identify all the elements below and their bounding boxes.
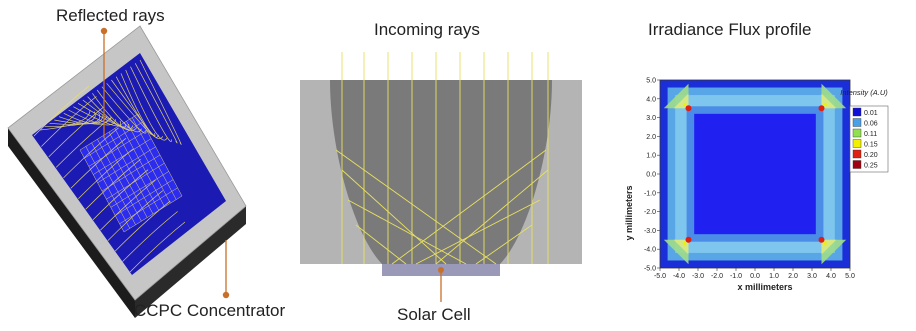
irradiance-flux-plot: 5.0 4.0 3.0 2.0 1.0 0.0 -1.0 -2.0 -3.0 -4.0 -5.0-5…: [624, 78, 889, 292]
y-tick-label: 4.0: [646, 96, 656, 103]
concentrator-cavity-section: [330, 80, 552, 264]
y-tick-label: -3.0: [644, 228, 656, 235]
legend-value: 0.20: [864, 152, 878, 159]
x-tick-label: -2.0: [711, 273, 723, 280]
x-tick-label: 1.0: [769, 273, 779, 280]
right-panel: Irradiance Flux profile 5.0 4.0 3.0 2.0 1.0 0…: [588, 0, 916, 331]
x-tick-label: 3.0: [807, 273, 817, 280]
y-tick-label: -2.0: [644, 209, 656, 216]
ccpc-concentrator-illustration: [7, 25, 247, 318]
legend-swatch: [852, 118, 862, 127]
reflected-rays-leader: [100, 27, 230, 299]
legend-value: 0.06: [864, 121, 878, 128]
ccpc-concentrator-label: CCPC Concentrator: [134, 301, 286, 320]
x-tick-label: -1.0: [730, 273, 742, 280]
incoming-rays: [335, 52, 549, 265]
intensity-legend: 0.01 0.06 0.11 0.15 0.20 0.25: [849, 105, 889, 173]
y-tick-label: -1.0: [644, 190, 656, 197]
hot-spot: [685, 105, 692, 112]
y-tick-label: -4.0: [644, 247, 656, 254]
cell-region: [694, 113, 816, 235]
concentrator-side-left: [8, 128, 135, 318]
y-tick-label: -5.0: [644, 266, 656, 273]
left-panel: Reflected rays CCPC Concentrator: [0, 0, 300, 331]
y-tick-label: 3.0: [646, 115, 656, 122]
reflected-rays-label: Reflected rays: [56, 6, 165, 25]
y-tick-label: 1.0: [646, 153, 656, 160]
y-tick-label: 0.0: [646, 172, 656, 179]
middle-panel: Incoming rays Solar Cell: [296, 0, 588, 331]
x-tick-label: -3.0: [692, 273, 704, 280]
y-tick-label: 5.0: [646, 78, 656, 85]
legend-swatch: [852, 128, 862, 138]
concentrator-side-right: [135, 206, 246, 318]
x-tick-label: 2.0: [788, 273, 798, 280]
solar-cell-label: Solar Cell: [397, 305, 471, 324]
irradiance-flux-title: Irradiance Flux profile: [648, 20, 812, 39]
x-tick-label: 0.0: [750, 273, 760, 280]
hot-spot: [818, 236, 825, 243]
incoming-rays-label: Incoming rays: [374, 20, 480, 39]
legend-value: 0.11: [864, 131, 877, 138]
x-tick-label: -4.0: [673, 273, 685, 280]
legend-swatch: [852, 107, 862, 117]
legend-swatch: [852, 160, 862, 169]
x-tick-label: 4.0: [826, 273, 836, 280]
hot-spot: [685, 236, 692, 243]
legend-swatch: [852, 149, 862, 159]
x-tick-label: 5.0: [845, 273, 855, 280]
hot-spot: [818, 105, 825, 112]
y-axis-label: y millimeters: [624, 185, 634, 240]
reflected-rays: [33, 59, 186, 273]
legend-title: Intensity (A.U): [840, 88, 888, 97]
y-tick-label: 2.0: [646, 134, 656, 141]
legend-value: 0.15: [864, 142, 878, 149]
legend-value: 0.25: [864, 163, 878, 170]
incoming-aperture: [334, 44, 548, 80]
legend-value: 0.01: [864, 110, 878, 117]
x-axis-label: x millimeters: [737, 282, 792, 292]
legend-swatch: [852, 139, 862, 148]
x-tick-label: -5.0: [654, 273, 666, 280]
cross-section-illustration: [300, 44, 582, 302]
